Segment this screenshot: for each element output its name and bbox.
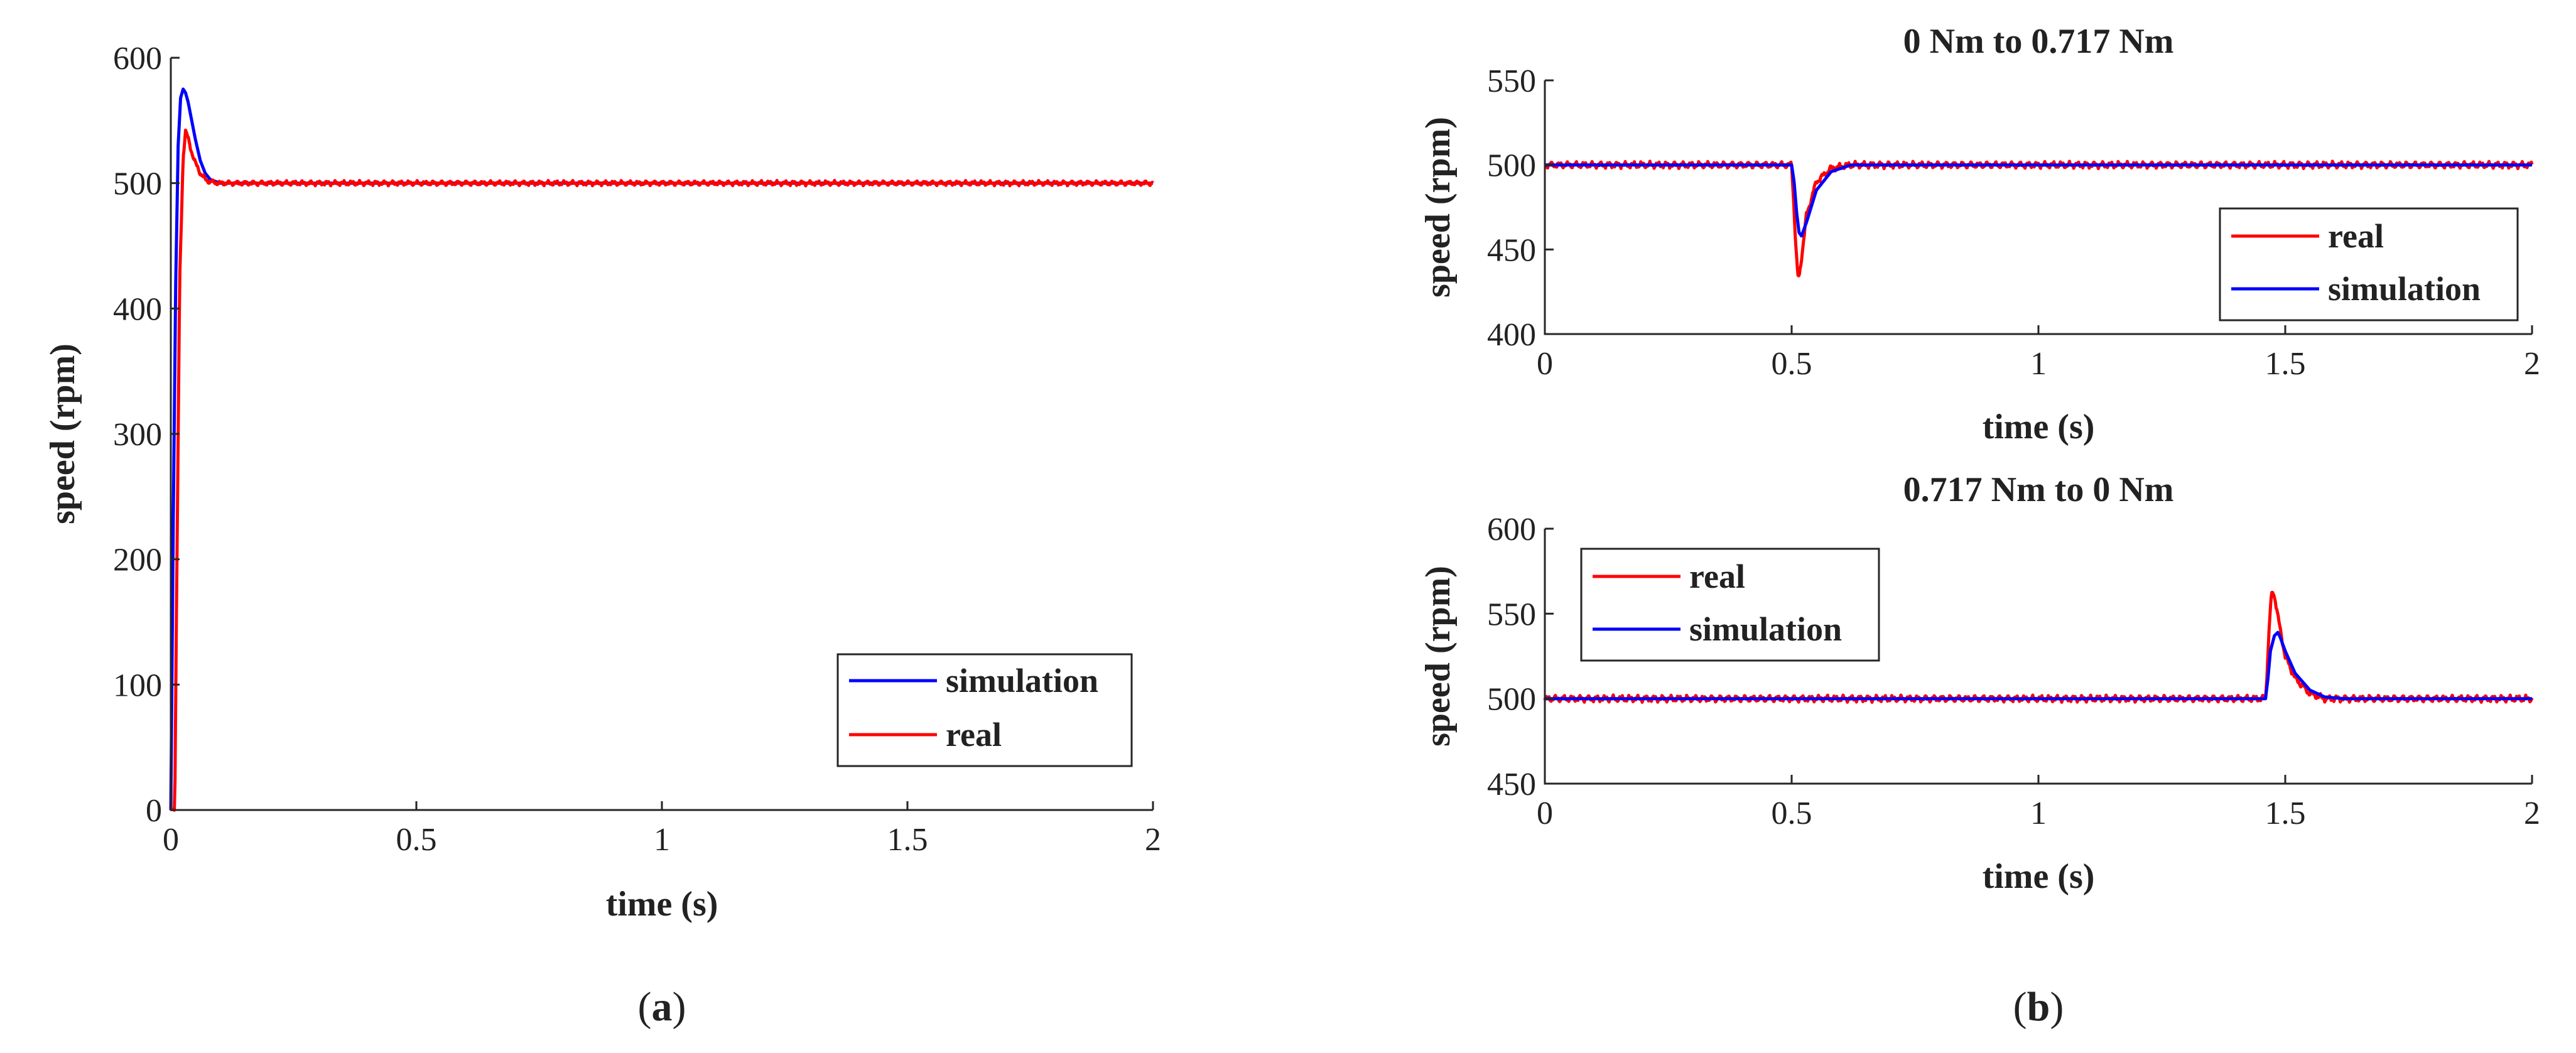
chart-b-top-legend: real simulation — [2219, 207, 2519, 321]
chart-b-top-lines — [1544, 159, 2534, 278]
chart-a-lines — [169, 87, 1154, 812]
chart-b-bottom-title: 0.717 Nm to 0 Nm — [1903, 470, 2174, 509]
b-bottom-xtick-label-1: 0.5 — [1772, 796, 1812, 831]
b-top-ytick-label-1: 450 — [1487, 232, 1536, 268]
chart-b-bottom-lines — [1543, 590, 2534, 704]
chart-a-axes — [170, 58, 1153, 811]
chart-b-bottom-yticks: 450 500 550 600 — [1487, 512, 1554, 802]
chart-b-top-yticks: 400 450 500 550 — [1487, 63, 1554, 353]
b-top-ytick-label-2: 500 — [1487, 148, 1536, 184]
chart-a-yticks: 0 100 200 300 400 500 600 — [113, 41, 180, 829]
b-bottom-xtick-label-4: 2 — [2524, 796, 2540, 831]
chart-b-bottom-xticks: 0 0.5 1 1.5 2 — [1537, 775, 2540, 831]
chart-b-top-xlabel: time (s) — [1983, 408, 2095, 446]
chart-b-bottom-legend-label-real: real — [1689, 558, 1745, 595]
chart-b-bottom-legend-box — [1580, 548, 1880, 662]
panel-label-a-letter: a — [652, 984, 673, 1030]
b-bottom-ytick-label-1: 500 — [1487, 682, 1536, 718]
a-xtick-label-1: 0.5 — [396, 822, 437, 858]
b-top-xtick-label-2: 1 — [2030, 346, 2047, 382]
a-series-real — [170, 128, 1154, 812]
b-top-xtick-label-0: 0 — [1537, 346, 1553, 382]
b-top-xtick-label-4: 2 — [2524, 346, 2540, 382]
a-ytick-label-3: 300 — [113, 417, 162, 453]
chart-b-top-ylabel: speed (rpm) — [1419, 117, 1458, 298]
a-ytick-label-1: 100 — [113, 667, 162, 703]
b-bottom-xtick-label-0: 0 — [1537, 796, 1553, 831]
chart-b-top-title: 0 Nm to 0.717 Nm — [1903, 22, 2174, 61]
b-bottom-series-simulation — [1545, 630, 2532, 701]
chart-b-top-axes — [1544, 80, 2532, 335]
a-xtick-label-3: 1.5 — [887, 822, 928, 858]
chart-a: 0 0.5 1 1.5 2 0 100 200 300 400 500 600 time (s) s… — [43, 41, 1161, 924]
panel-label-a-open: ( — [638, 984, 652, 1030]
chart-b-top-xticks: 0 0.5 1 1.5 2 — [1537, 325, 2540, 382]
b-top-ytick-label-0: 400 — [1487, 317, 1536, 353]
a-ytick-label-2: 200 — [113, 543, 162, 578]
panel-label-b-open: ( — [2013, 984, 2027, 1030]
b-top-xtick-label-3: 1.5 — [2265, 346, 2306, 382]
a-xtick-label-4: 2 — [1145, 822, 1161, 858]
panel-label-a-close: ) — [673, 984, 686, 1030]
chart-b-bottom-axes — [1544, 529, 2532, 785]
panel-label-b-close: ) — [2050, 984, 2064, 1030]
chart-b-top-legend-label-simulation: simulation — [2328, 270, 2481, 308]
a-ytick-label-4: 400 — [113, 291, 162, 327]
chart-b-bottom-xlabel: time (s) — [1983, 857, 2095, 896]
chart-b-bottom-ylabel: speed (rpm) — [1419, 566, 1458, 747]
chart-a-legend-label-simulation: simulation — [946, 662, 1098, 699]
panel-label-b-letter: b — [2027, 984, 2050, 1030]
b-bottom-ytick-label-3: 600 — [1487, 512, 1536, 548]
b-top-series-simulation — [1545, 163, 2532, 238]
panel-label-b: (b) — [2013, 984, 2064, 1030]
b-top-ytick-label-3: 550 — [1487, 63, 1536, 99]
chart-a-legend: simulation real — [836, 653, 1133, 767]
chart-a-xticks: 0 0.5 1 1.5 2 — [163, 801, 1161, 858]
panel-label-a: (a) — [638, 984, 686, 1030]
b-bottom-xtick-label-3: 1.5 — [2265, 796, 2306, 831]
chart-b-top-legend-label-real: real — [2328, 217, 2384, 255]
a-ytick-label-6: 600 — [113, 41, 162, 77]
a-xtick-label-0: 0 — [163, 822, 179, 858]
chart-a-legend-box — [836, 653, 1133, 767]
b-top-xtick-label-1: 0.5 — [1772, 346, 1812, 382]
chart-b-bottom-legend: real simulation — [1580, 548, 1880, 662]
a-ytick-label-5: 500 — [113, 166, 162, 202]
b-bottom-ytick-label-0: 450 — [1487, 767, 1536, 802]
a-ytick-label-0: 0 — [146, 793, 162, 829]
b-bottom-ytick-label-2: 550 — [1487, 597, 1536, 632]
chart-a-legend-label-real: real — [946, 716, 1002, 753]
chart-a-xlabel: time (s) — [606, 885, 718, 924]
chart-b-bottom-legend-label-simulation: simulation — [1689, 610, 1842, 648]
chart-a-ylabel: speed (rpm) — [43, 343, 82, 524]
chart-b-top-legend-box — [2219, 207, 2519, 321]
a-xtick-label-2: 1 — [654, 822, 670, 858]
b-bottom-xtick-label-2: 1 — [2030, 796, 2047, 831]
